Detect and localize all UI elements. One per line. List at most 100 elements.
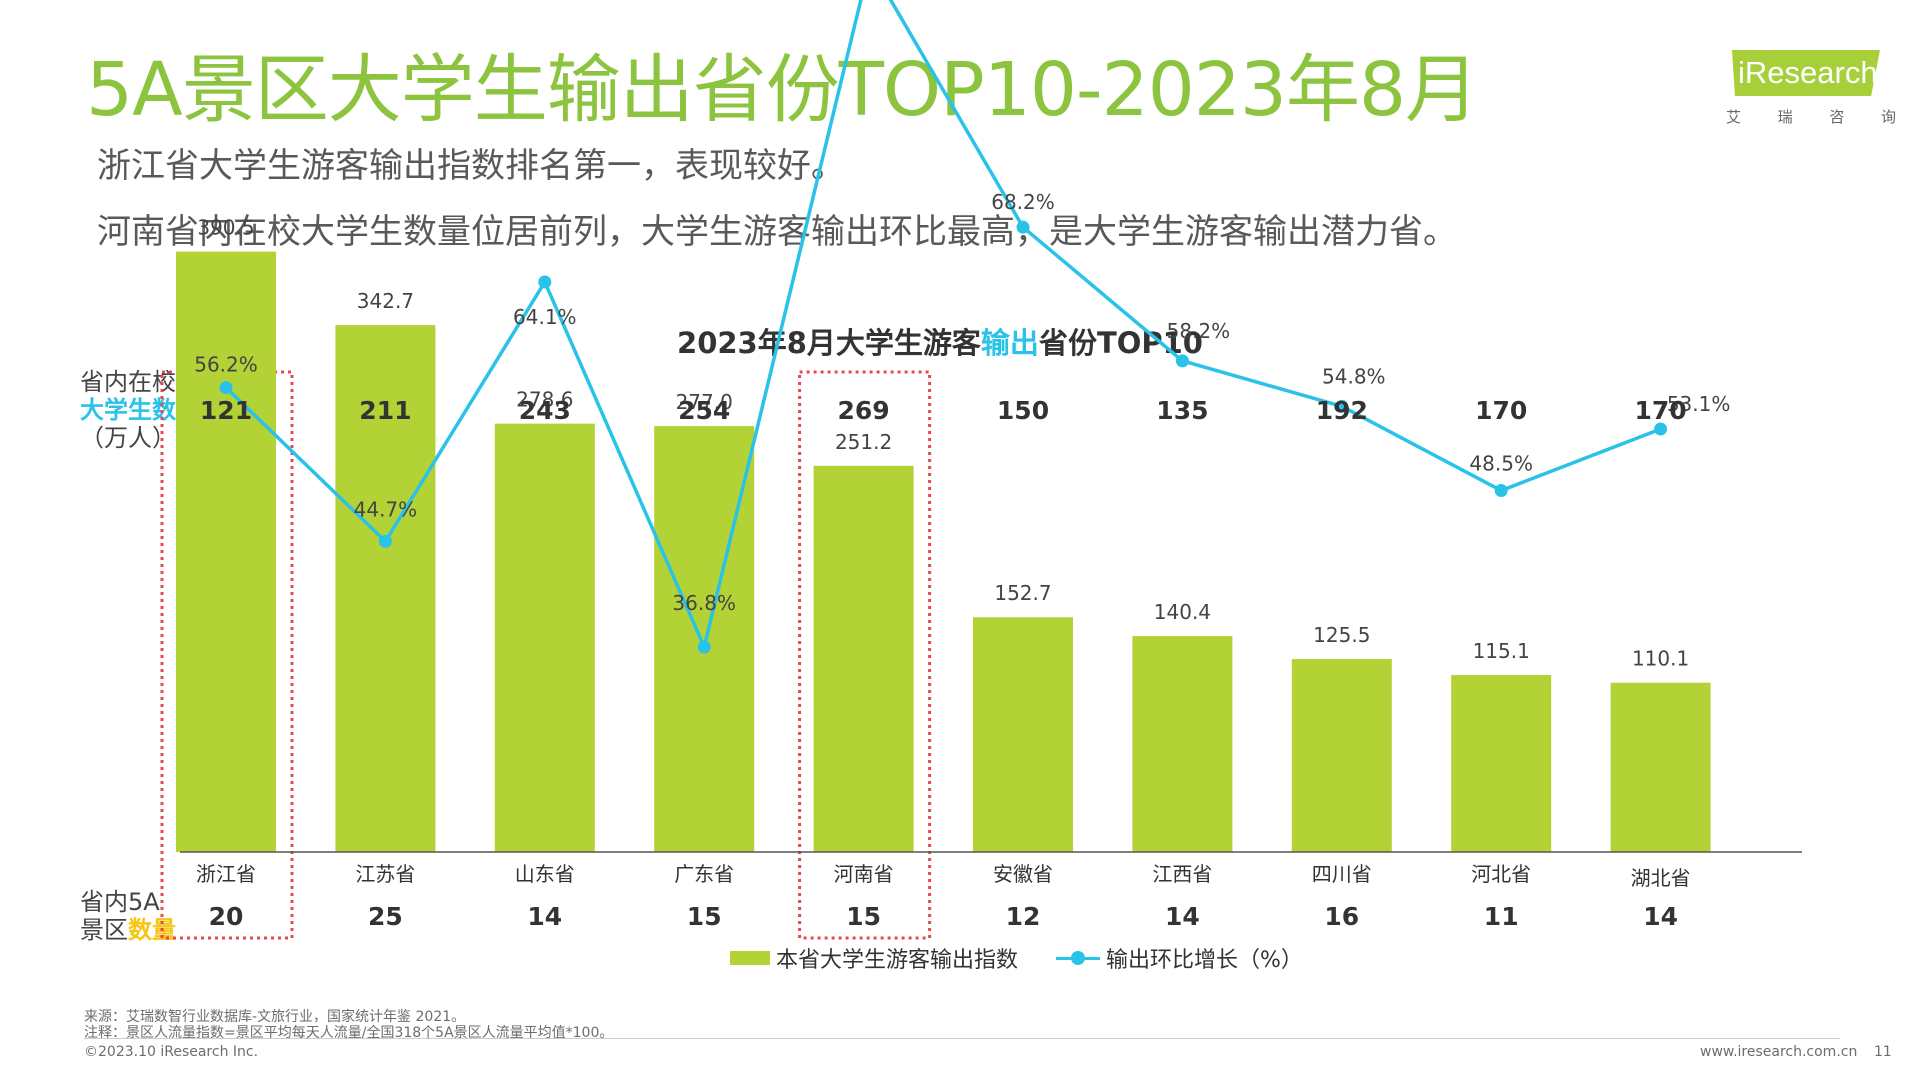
bar xyxy=(654,426,755,852)
bar xyxy=(1451,675,1552,852)
students-label-line3: （万人） xyxy=(80,424,176,452)
chart-legend: 本省大学生游客输出指数 输出环比增长（%） xyxy=(730,942,1341,974)
line-point xyxy=(378,534,392,548)
line-point xyxy=(219,381,233,395)
legend-label-bar: 本省大学生游客输出指数 xyxy=(776,948,1019,973)
line-point xyxy=(538,275,552,289)
iresearch-logo: iResearch 艾 瑞 咨 询 xyxy=(1718,50,1898,130)
bar-value-label: 278.6 xyxy=(516,388,573,412)
bar-value-label: 342.7 xyxy=(357,289,414,313)
student-count-label: 269 xyxy=(838,396,890,425)
spot-count-label: 14 xyxy=(1643,902,1678,931)
logo-sub-char: 艾 xyxy=(1726,108,1742,126)
spot-count-label: 20 xyxy=(209,902,244,931)
category-label: 安徽省 xyxy=(993,862,1053,886)
line-value-label: 68.2% xyxy=(991,190,1055,214)
highlight-box xyxy=(798,370,932,940)
logo-subtitle: 艾 瑞 咨 询 xyxy=(1726,106,1896,127)
footer-website: www.iresearch.com.cn xyxy=(1700,1044,1858,1060)
bar-value-label: 277.0 xyxy=(676,390,733,414)
line-value-label: 54.8% xyxy=(1322,364,1386,388)
spot-count-label: 16 xyxy=(1324,902,1359,931)
bar xyxy=(1610,682,1711,852)
line-point xyxy=(1175,354,1189,368)
spot-count-label: 11 xyxy=(1484,902,1519,931)
subtitle-2: 河南省内在校大学生数量位居前列，大学生游客输出环比最高，是大学生游客输出潜力省。 xyxy=(97,212,1457,252)
footer-copyright: ©2023.10 iResearch Inc. xyxy=(84,1044,259,1060)
student-count-label: 192 xyxy=(1316,396,1368,425)
spot-count-label: 12 xyxy=(1006,902,1041,931)
bar-value-label: 125.5 xyxy=(1313,623,1370,647)
line-value-label: 36.8% xyxy=(672,591,736,615)
category-label: 广东省 xyxy=(674,862,734,886)
page-number: 11 xyxy=(1874,1044,1892,1060)
page-title: 5A景区大学生输出省份TOP10-2023年8月 xyxy=(86,47,1479,133)
spots-label-line1: 省内5A xyxy=(80,888,160,916)
bar xyxy=(973,617,1073,852)
line-value-label: 64.1% xyxy=(513,305,577,329)
student-count-label: 150 xyxy=(997,396,1049,425)
student-count-label: 254 xyxy=(678,396,730,425)
category-label: 河南省 xyxy=(834,862,894,886)
line-point xyxy=(1016,220,1030,234)
category-label: 山东省 xyxy=(515,862,575,886)
source-note: 来源：艾瑞数智行业数据库-文旅行业，国家统计年鉴 2021。 xyxy=(84,1009,466,1025)
line-point xyxy=(1654,422,1668,436)
spots-label: 省内5A 景区数量 xyxy=(80,888,176,944)
bar-value-label: 110.1 xyxy=(1632,647,1689,671)
category-label: 四川省 xyxy=(1312,862,1372,886)
bar xyxy=(813,465,914,852)
spot-count-label: 15 xyxy=(687,902,722,931)
legend-item-line: 输出环比增长（%） xyxy=(1056,942,1303,974)
footer-divider xyxy=(84,1038,1840,1039)
category-label: 浙江省 xyxy=(196,862,256,886)
line-value-label: 48.5% xyxy=(1469,452,1533,476)
chart-title-part: 2023年8月大学生游客 xyxy=(677,326,981,360)
students-label-line1: 省内在校 xyxy=(80,368,176,396)
bar-value-label: 140.4 xyxy=(1154,600,1211,624)
logo-sub-char: 询 xyxy=(1880,108,1896,126)
remark-note: 注释：景区人流量指数=景区平均每天人流量/全国318个5A景区人流量平均值*10… xyxy=(84,1025,614,1041)
category-label: 江苏省 xyxy=(355,862,415,886)
line-value-label: 58.2% xyxy=(1167,319,1231,343)
line-value-label: 56.2% xyxy=(194,353,258,377)
line-series xyxy=(224,0,1662,649)
spot-count-label: 15 xyxy=(846,902,881,931)
spot-count-label: 14 xyxy=(527,902,562,931)
legend-swatch-bar xyxy=(730,951,770,965)
bar xyxy=(1132,636,1233,852)
student-count-label: 211 xyxy=(359,396,411,425)
logo-sub-char: 咨 xyxy=(1829,108,1845,126)
bar-value-label: 251.2 xyxy=(835,430,892,454)
logo-text: iResearch xyxy=(1738,55,1878,90)
bar xyxy=(176,251,276,852)
category-label: 河北省 xyxy=(1471,862,1531,886)
spot-count-label: 14 xyxy=(1165,902,1200,931)
legend-label-line: 输出环比增长（%） xyxy=(1106,948,1303,973)
spot-count-label: 25 xyxy=(368,902,403,931)
bar xyxy=(494,423,595,852)
student-count-label: 135 xyxy=(1156,396,1208,425)
student-count-label: 121 xyxy=(200,396,252,425)
category-label: 湖北省 xyxy=(1631,866,1691,890)
spots-label-line2: 景区数量 xyxy=(80,916,176,944)
line-point xyxy=(1494,484,1508,498)
logo-badge xyxy=(1732,50,1880,96)
subtitle-1: 浙江省大学生游客输出指数排名第一，表现较好。 xyxy=(97,146,845,186)
legend-swatch-line xyxy=(1056,950,1101,965)
chart-title-highlight: 输出 xyxy=(980,326,1039,360)
legend-item-bar: 本省大学生游客输出指数 xyxy=(730,942,1018,974)
line-value-label: 53.1% xyxy=(1667,392,1731,416)
line-point xyxy=(697,640,711,654)
student-count-label: 170 xyxy=(1635,396,1687,425)
bar xyxy=(335,325,436,852)
category-label: 江西省 xyxy=(1152,862,1212,886)
student-count-label: 170 xyxy=(1475,396,1527,425)
bar-value-label: 390.5 xyxy=(197,216,254,240)
line-point xyxy=(1335,399,1349,413)
logo-sub-char: 瑞 xyxy=(1777,108,1793,126)
line-value-label: 44.7% xyxy=(354,497,418,521)
student-count-label: 243 xyxy=(519,396,571,425)
bar xyxy=(1291,659,1392,852)
